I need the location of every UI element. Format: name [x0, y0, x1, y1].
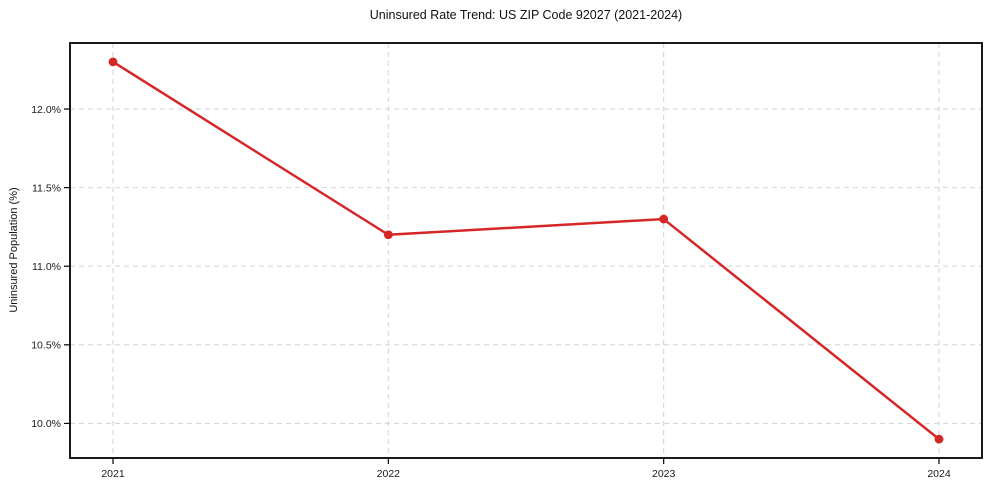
chart-title: Uninsured Rate Trend: US ZIP Code 92027 … [369, 8, 683, 22]
series-line [111, 60, 941, 441]
data-point-marker [108, 57, 118, 67]
axes-spines [69, 42, 983, 459]
x-tick-label: 2023 [652, 468, 676, 480]
plot-area [70, 43, 982, 458]
data-point-marker [383, 230, 393, 240]
data-point-marker [934, 434, 944, 444]
data-point-marker [659, 214, 669, 224]
x-tick-label: 2024 [927, 468, 951, 480]
y-tick-label: 11.0% [32, 261, 61, 273]
y-tick-label: 11.5% [32, 182, 61, 194]
y-tick-label: 10.5% [31, 340, 61, 352]
x-tick-label: 2022 [377, 468, 401, 480]
x-tick-label: 2021 [101, 468, 125, 480]
y-tick-label: 10.0% [31, 418, 61, 430]
y-tick-label: 12.0% [31, 104, 61, 116]
